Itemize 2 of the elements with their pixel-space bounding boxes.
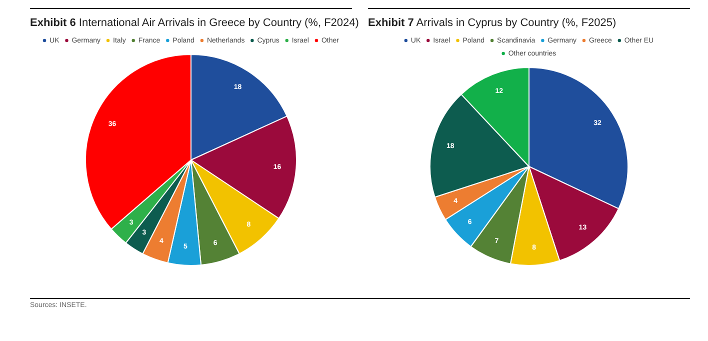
chart-title: Exhibit 6 International Air Arrivals in Greece by Country (%, F2024): [30, 17, 359, 29]
chart-title: Exhibit 7 Arrivals in Cyprus by Country (%, F2025): [368, 17, 616, 29]
